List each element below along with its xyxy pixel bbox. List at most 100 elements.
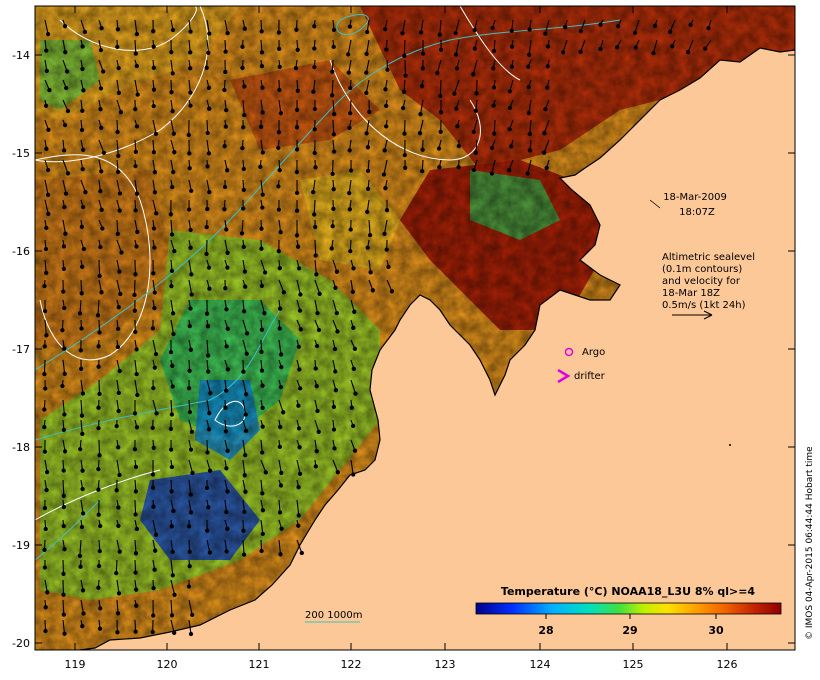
velocity-arrow bbox=[188, 279, 193, 295]
velocity-arrow-head bbox=[42, 449, 48, 454]
velocity-arrow-head bbox=[62, 204, 67, 210]
velocity-arrow-head bbox=[115, 231, 120, 237]
velocity-arrow-head bbox=[543, 107, 548, 112]
velocity-arrow-head bbox=[295, 244, 301, 249]
velocity-arrow bbox=[98, 259, 101, 277]
velocity-arrow-head bbox=[260, 110, 265, 115]
colorbar-title: Temperature (°C) NOAA18_L3U 8% ql>=4 bbox=[501, 585, 756, 598]
velocity-arrow-head bbox=[208, 391, 213, 396]
velocity-arrow-head bbox=[389, 289, 395, 294]
velocity-arrow bbox=[205, 239, 208, 254]
velocity-arrow-head bbox=[117, 549, 122, 554]
velocity-arrow-head bbox=[688, 22, 693, 28]
velocity-arrow-head bbox=[312, 212, 317, 217]
velocity-arrow bbox=[133, 279, 136, 295]
velocity-arrow-head bbox=[204, 311, 210, 316]
velocity-arrow-head bbox=[281, 290, 286, 295]
velocity-arrow-head bbox=[294, 147, 300, 152]
velocity-arrow-head bbox=[473, 108, 479, 113]
velocity-arrow-head bbox=[206, 50, 211, 55]
lat-label: -19 bbox=[12, 539, 30, 552]
velocity-arrow bbox=[314, 279, 321, 294]
velocity-arrow-head bbox=[260, 192, 265, 197]
velocity-arrow-head bbox=[205, 206, 210, 212]
velocity-arrow-head bbox=[381, 172, 387, 177]
velocity-arrow-head bbox=[186, 207, 192, 212]
velocity-arrow-head bbox=[186, 584, 192, 589]
land bbox=[80, 48, 795, 650]
velocity-arrow-head bbox=[79, 291, 84, 296]
velocity-arrow bbox=[152, 119, 157, 135]
velocity-arrow-head bbox=[438, 47, 444, 52]
velocity-arrow-head bbox=[311, 189, 316, 195]
velocity-arrow-head bbox=[507, 126, 512, 132]
velocity-arrow-head bbox=[100, 226, 105, 231]
velocity-arrow bbox=[206, 19, 210, 34]
velocity-arrow-head bbox=[473, 150, 478, 155]
velocity-arrow bbox=[296, 499, 300, 516]
velocity-arrow bbox=[80, 499, 84, 514]
velocity-arrow-head bbox=[352, 346, 358, 351]
velocity-arrow bbox=[260, 519, 264, 534]
velocity-arrow-head bbox=[278, 230, 283, 235]
velocity-arrow-head bbox=[43, 605, 48, 610]
lon-label: 119 bbox=[65, 658, 86, 671]
velocity-arrow bbox=[80, 419, 83, 434]
velocity-arrow bbox=[170, 59, 174, 74]
velocity-arrow-head bbox=[509, 144, 514, 149]
velocity-arrow bbox=[543, 119, 550, 134]
velocity-arrow-head bbox=[42, 424, 47, 430]
velocity-arrow-head bbox=[170, 311, 176, 316]
velocity-arrow-head bbox=[242, 84, 247, 89]
velocity-arrow-head bbox=[79, 413, 85, 418]
velocity-arrow bbox=[419, 119, 424, 134]
drifter-label: drifter bbox=[574, 371, 606, 382]
velocity-arrow-head bbox=[98, 107, 103, 112]
velocity-arrow-head bbox=[244, 331, 250, 336]
velocity-arrow-head bbox=[351, 366, 356, 371]
velocity-arrow-head bbox=[60, 328, 65, 333]
velocity-arrow bbox=[455, 19, 460, 34]
velocity-arrow-head bbox=[45, 167, 51, 173]
velocity-arrow-head bbox=[454, 106, 459, 111]
velocity-arrow bbox=[206, 139, 210, 154]
velocity-arrow-head bbox=[258, 124, 264, 129]
velocity-arrow bbox=[170, 319, 175, 335]
velocity-arrow-head bbox=[168, 447, 174, 452]
velocity-arrow bbox=[242, 379, 247, 395]
velocity-arrow-head bbox=[297, 308, 303, 313]
velocity-arrow-head bbox=[509, 64, 515, 69]
velocity-arrow bbox=[260, 459, 267, 473]
velocity-arrow-head bbox=[541, 150, 547, 155]
velocity-arrow-head bbox=[132, 411, 138, 416]
velocity-arrow-head bbox=[64, 85, 69, 91]
velocity-arrow-head bbox=[205, 130, 210, 136]
velocity-arrow bbox=[332, 299, 338, 314]
velocity-arrow-head bbox=[169, 49, 174, 55]
velocity-arrow bbox=[152, 339, 157, 355]
velocity-arrow-head bbox=[259, 368, 265, 373]
velocity-arrow-head bbox=[79, 127, 85, 133]
velocity-arrow-head bbox=[332, 111, 337, 117]
velocity-arrow-head bbox=[276, 130, 282, 135]
velocity-arrow-head bbox=[383, 87, 388, 92]
velocity-arrow bbox=[80, 279, 83, 294]
velocity-arrow-head bbox=[241, 309, 247, 314]
velocity-arrow-head bbox=[222, 184, 228, 190]
velocity-arrow-head bbox=[44, 270, 49, 276]
lon-label: 122 bbox=[341, 658, 362, 671]
velocity-arrow bbox=[62, 479, 65, 496]
velocity-arrow-head bbox=[133, 107, 138, 112]
velocity-arrow bbox=[455, 39, 460, 55]
velocity-arrow-head bbox=[331, 27, 337, 33]
velocity-arrow bbox=[170, 219, 173, 235]
velocity-arrow-head bbox=[62, 631, 67, 636]
velocity-arrow-head bbox=[98, 86, 104, 91]
velocity-arrow-head bbox=[222, 144, 227, 149]
velocity-arrow-head bbox=[151, 44, 156, 49]
velocity-arrow bbox=[491, 159, 496, 174]
velocity-arrow-head bbox=[239, 231, 245, 236]
velocity-arrow-head bbox=[259, 349, 264, 355]
argo-marker bbox=[564, 347, 574, 357]
velocity-arrow-head bbox=[598, 22, 603, 27]
